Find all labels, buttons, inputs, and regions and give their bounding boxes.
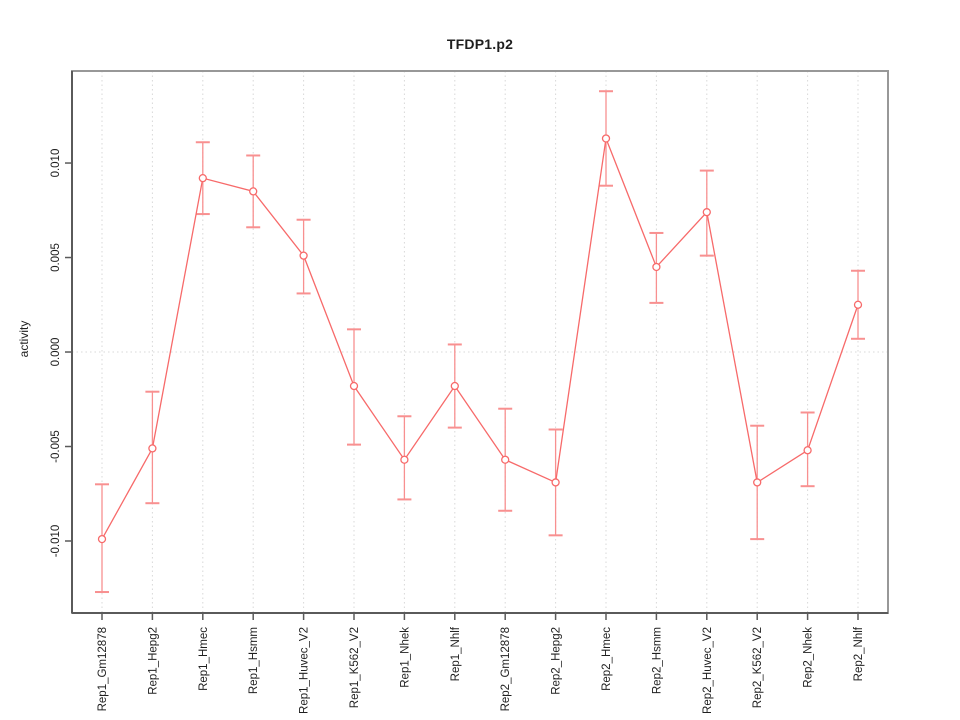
data-point xyxy=(853,300,863,309)
x-tick-label: Rep2_Hsmm xyxy=(651,627,663,694)
x-tick-label: Rep2_Hmec xyxy=(601,627,613,691)
x-tick-label: Rep1_Huvec_V2 xyxy=(299,627,311,714)
data-point xyxy=(551,478,560,487)
x-tick-label: Rep1_Gm12878 xyxy=(97,627,109,711)
x-tick-label: Rep1_Hepg2 xyxy=(147,627,159,695)
x-tick-label: Rep2_Huvec_V2 xyxy=(702,627,714,714)
x-tick-label: Rep1_K562_V2 xyxy=(349,627,361,708)
data-point xyxy=(652,262,661,272)
x-tick-label: Rep2_Nhek xyxy=(803,627,815,688)
x-tick-label: Rep2_Hepg2 xyxy=(551,627,563,695)
data-point xyxy=(803,446,812,455)
y-tick-label: 0.000 xyxy=(50,338,62,367)
data-point xyxy=(450,381,459,391)
data-point xyxy=(299,251,308,260)
y-tick-label: 0.005 xyxy=(50,243,62,272)
chart-title: TFDP1.p2 xyxy=(446,36,514,52)
x-tick-label: Rep2_Gm12878 xyxy=(500,627,512,711)
x-tick-label: Rep1_Hmec xyxy=(198,627,210,691)
data-point xyxy=(349,381,359,391)
data-point xyxy=(753,478,762,487)
plot-frame xyxy=(71,70,889,614)
x-tick-label: Rep2_K562_V2 xyxy=(752,627,764,708)
x-tick-label: Rep1_Hsmm xyxy=(248,627,260,694)
data-point xyxy=(198,174,207,183)
y-tick-label: 0.010 xyxy=(50,149,62,178)
data-point xyxy=(148,444,157,453)
data-point xyxy=(400,455,409,464)
x-tick-label: Rep2_Nhlf xyxy=(853,626,865,681)
data-line xyxy=(101,135,859,540)
data-point xyxy=(501,455,510,464)
y-tick-label: -0.005 xyxy=(50,430,62,463)
data-point xyxy=(97,534,107,544)
x-tick-label: Rep1_Nhek xyxy=(399,627,411,688)
data-point xyxy=(249,187,258,196)
data-point xyxy=(702,208,711,217)
y-tick-label: -0.010 xyxy=(50,525,62,558)
x-tick-label: Rep1_Nhlf xyxy=(450,626,462,681)
data-point xyxy=(601,134,611,143)
